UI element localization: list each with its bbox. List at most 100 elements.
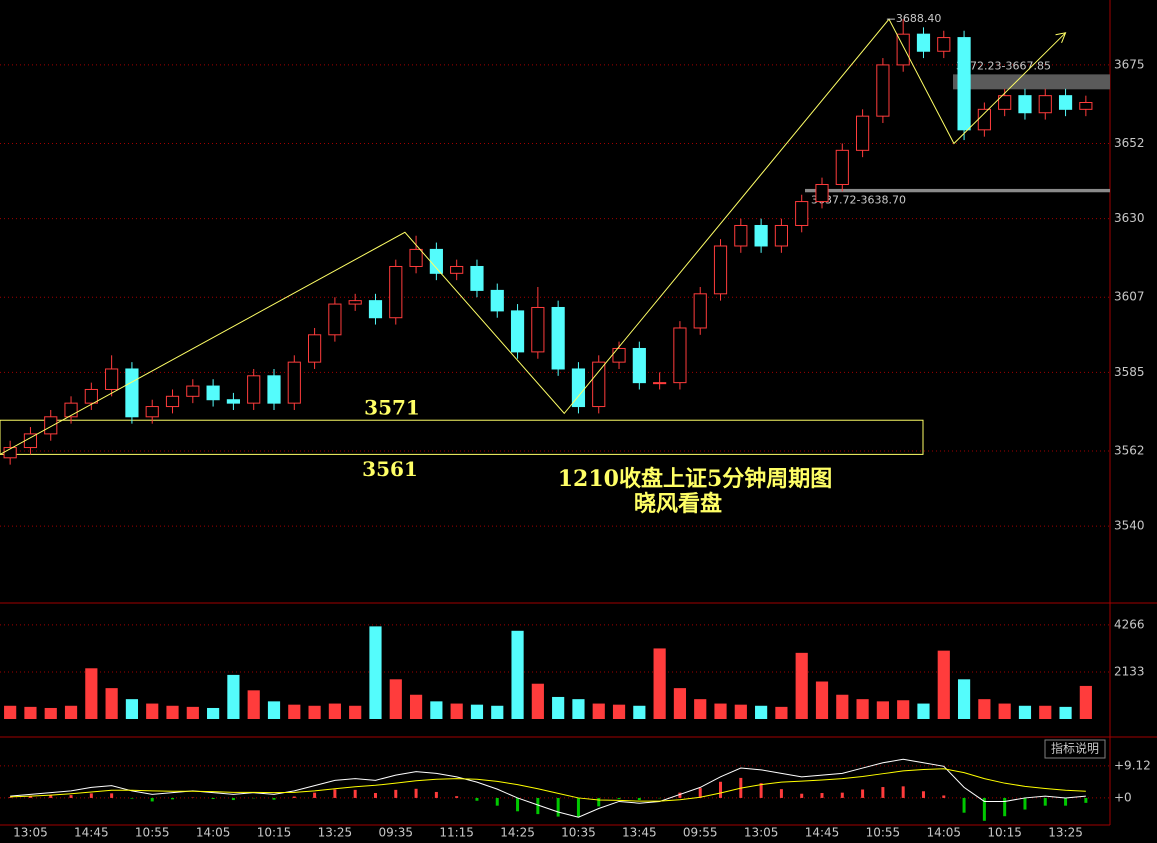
y-tick-label: +9.12 [1114, 758, 1151, 772]
x-tick-label: 13:05 [13, 826, 48, 840]
candle-body [429, 248, 443, 274]
candle-body [876, 64, 890, 117]
volume-bar [349, 705, 362, 719]
volume-bar [389, 679, 402, 719]
candle-body [754, 224, 768, 247]
candle-body [84, 388, 98, 404]
candle-body [916, 33, 931, 52]
indicator-button[interactable] [1044, 739, 1106, 759]
candle-body [490, 289, 504, 312]
volume-bar [978, 699, 991, 719]
candle-body [795, 201, 809, 226]
chart-subtitle: 晓风看盘 [634, 491, 722, 517]
volume-bar [166, 705, 179, 719]
candle-body [896, 33, 910, 66]
trend-line [0, 18, 1066, 455]
support-zone [0, 419, 924, 455]
x-tick-label: 13:25 [318, 826, 353, 840]
volume-bar [24, 706, 37, 719]
candle-body [287, 361, 301, 404]
trend-arrow [1055, 32, 1067, 43]
candle-body [1079, 101, 1093, 110]
x-tick-label: 09:35 [378, 826, 413, 840]
candle-body [247, 375, 261, 404]
x-tick-label: 14:05 [926, 826, 961, 840]
volume-bar [450, 703, 463, 719]
volume-bar [897, 700, 910, 719]
candle-body [348, 300, 362, 305]
chart-title: 1210收盘上证5分钟周期图 [558, 466, 833, 492]
candle-body [308, 334, 322, 363]
candle-body [856, 115, 870, 151]
candle-body [64, 402, 78, 418]
volume-bar [247, 690, 260, 719]
candle-body [470, 265, 484, 291]
x-tick-label: 10:15 [257, 826, 292, 840]
candle-body [1058, 95, 1073, 110]
volume-bar [491, 705, 504, 719]
indicator-button-label[interactable]: 指标说明 [1051, 741, 1099, 756]
candle-body [186, 385, 200, 397]
y-tick-label: 3675 [1114, 57, 1145, 71]
volume-bar [1039, 705, 1052, 719]
y-tick-label: 3562 [1114, 443, 1145, 457]
candle-body [531, 306, 545, 353]
volume-bar [1059, 706, 1072, 719]
y-tick-label: 2133 [1114, 664, 1145, 678]
volume-bar [4, 705, 17, 719]
candle-body [165, 395, 180, 408]
volume-bar [592, 703, 605, 719]
volume-bar [917, 703, 930, 719]
candle-body [226, 399, 240, 404]
volume-bar [288, 704, 301, 719]
candle-body [125, 368, 139, 418]
volume-bar [552, 696, 565, 719]
candle-body [409, 248, 423, 267]
y-tick-label: 3652 [1114, 136, 1145, 150]
peak-label: 3688.40 [896, 12, 942, 25]
volume-bar [146, 703, 159, 719]
volume-bar [815, 681, 829, 719]
x-tick-label: 10:55 [135, 826, 170, 840]
volume-bar [775, 706, 788, 719]
candle-body [145, 406, 159, 418]
volume-bar [1079, 685, 1092, 719]
macd-dea-line [10, 768, 1086, 802]
volume-bar [673, 688, 687, 719]
volume-bar [328, 703, 341, 719]
candle-body [937, 37, 951, 52]
volume-bar [856, 699, 869, 719]
zone-high-label: 3571 [364, 396, 420, 420]
x-tick-label: 14:25 [500, 826, 535, 840]
volume-bar [125, 699, 139, 719]
volume-bar [998, 703, 1011, 719]
candle-body [450, 265, 464, 274]
macd-dif-line [10, 758, 1086, 818]
volume-bar [1018, 705, 1032, 719]
candle-body [653, 382, 667, 385]
volume-bar [694, 699, 707, 719]
y-tick-label: 3540 [1114, 519, 1145, 533]
volume-bar [653, 648, 666, 719]
candle-body [571, 368, 586, 408]
candle-body [510, 310, 525, 353]
y-tick-label: 3585 [1114, 365, 1145, 379]
x-tick-label: 13:25 [1048, 826, 1083, 840]
candle-body [835, 149, 849, 185]
volume-bar [531, 683, 544, 719]
candle-body [206, 385, 220, 401]
volume-bar [957, 679, 971, 719]
x-tick-label: 10:15 [987, 826, 1022, 840]
candle-body [815, 183, 829, 203]
volume-bar [227, 674, 240, 719]
candle-body [368, 300, 383, 319]
x-tick-label: 10:35 [561, 826, 596, 840]
volume-bar [64, 705, 78, 719]
candle-body [774, 224, 788, 247]
volume-bar [409, 694, 423, 719]
support-band [805, 188, 1110, 193]
candle-body [632, 347, 646, 384]
candle-body [1038, 95, 1052, 114]
candle-body [957, 37, 971, 131]
